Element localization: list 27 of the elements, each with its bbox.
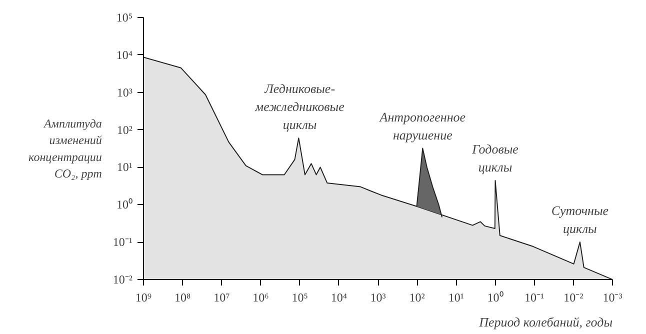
x-tick-label: 10⁻³ [602, 290, 623, 304]
x-tick-label: 10⁸ [174, 290, 191, 304]
y-tick-label: 10³ [116, 85, 133, 100]
x-tick-label: 10⁹ [135, 290, 152, 304]
y-tick-label: 10⁵ [116, 10, 133, 24]
y-axis-title: Амплитуда изменений концентрации CO₂, ppm [28, 116, 102, 181]
annotation: Ледниковые-межледниковые циклы [254, 81, 345, 132]
y-tick-label: 10² [116, 122, 133, 137]
y-tick-label: 10¹ [116, 160, 133, 174]
y-tick-label: 10⁻² [112, 272, 133, 286]
annotation: Годовые циклы [471, 142, 519, 175]
annotation: Суточные циклы [551, 203, 609, 236]
x-tick-label: 10⁻¹ [524, 290, 545, 304]
y-tick-label: 10⁰ [116, 198, 132, 212]
x-tick-label: 10⁻² [564, 290, 584, 304]
x-tick-label: 10⁵ [292, 290, 308, 304]
x-tick-label: 10⁴ [330, 290, 348, 304]
x-tick-label: 10¹ [448, 290, 464, 304]
x-tick-label: 10² [409, 290, 426, 304]
y-tick-label: 10⁴ [116, 48, 133, 62]
x-tick-label: 10⁶ [252, 290, 269, 304]
x-axis-title: Период колебаний, годы [478, 314, 613, 330]
y-tick-label: 10⁻¹ [112, 235, 133, 250]
x-tick-label: 10⁰ [487, 290, 504, 304]
x-tick-label: 10⁷ [214, 290, 230, 304]
annotation: Антропогенное нарушение [378, 109, 466, 142]
x-tick-label: 10³ [370, 290, 386, 304]
